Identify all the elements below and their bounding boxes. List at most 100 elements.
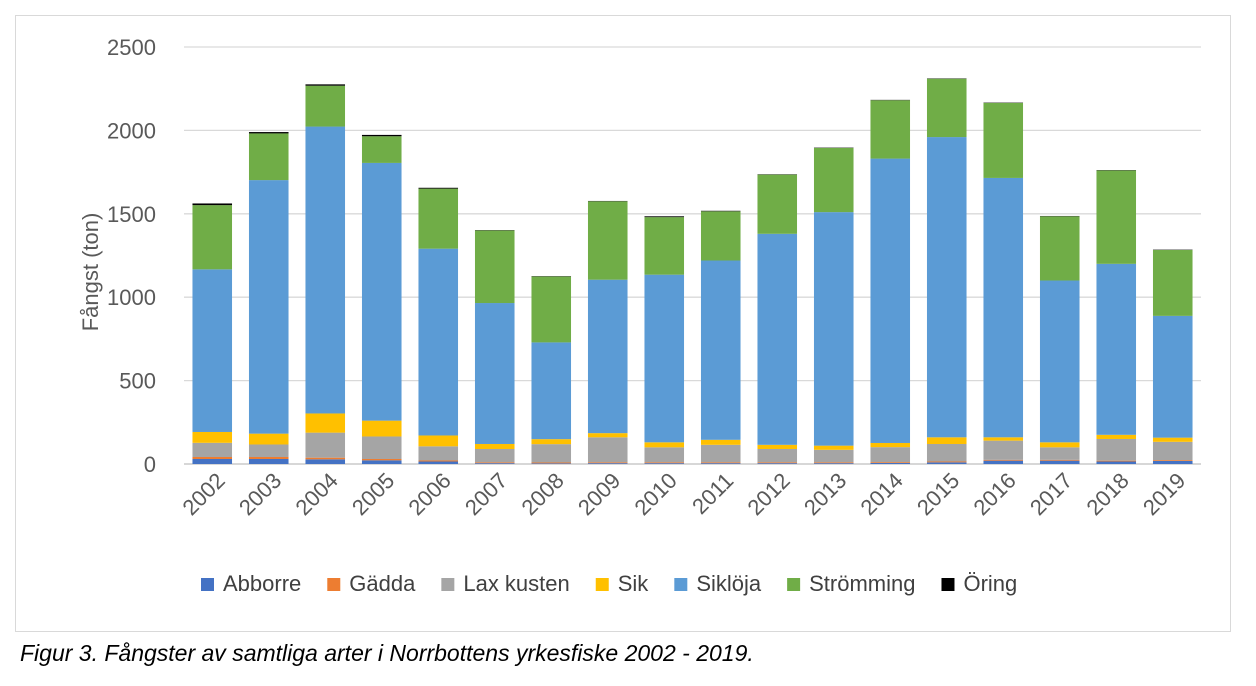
bar-segment [644, 274, 685, 443]
bar-segment [192, 205, 233, 270]
y-tick-label: 2500 [107, 35, 156, 60]
bar-segment [474, 443, 515, 449]
bar-segment [757, 233, 798, 445]
y-tick-label: 0 [144, 452, 156, 477]
x-tick-label: 2011 [687, 468, 738, 519]
x-tick-labels: 2002 2003 2004 2005 2006 2007 2008 2009 2010 2011… [177, 468, 1190, 520]
x-tick-label: 2008 [516, 468, 568, 520]
bar-segment [1039, 216, 1080, 281]
bar-segment [531, 444, 572, 463]
legend-item: Lax kusten [441, 571, 570, 596]
bar-segment [587, 201, 628, 280]
x-tick-label: 2018 [1081, 468, 1133, 520]
bar-segment [192, 269, 233, 432]
bar-segment [531, 463, 572, 464]
bar-segment [1096, 460, 1137, 462]
legend-swatch [674, 578, 688, 591]
bar-segment [361, 460, 402, 464]
bar-stack-2010 [644, 216, 685, 464]
bar-stack-2004 [305, 84, 346, 464]
bar-stack-2016 [983, 102, 1024, 464]
legend-swatch [441, 578, 455, 591]
bar-segment [870, 462, 911, 463]
y-tick-label: 2000 [107, 118, 156, 143]
y-tick-label: 1500 [107, 202, 156, 227]
x-tick-label: 2004 [290, 468, 342, 520]
bar-segment [361, 458, 402, 461]
bar-segment [418, 188, 459, 249]
bar-segment [757, 174, 798, 234]
bar-stack-2013 [813, 147, 854, 464]
bar-segment [305, 459, 346, 464]
bar-segment [531, 276, 572, 343]
legend-label: Siklöja [696, 571, 762, 596]
bar-segment [926, 137, 967, 438]
bar-segment [1039, 447, 1080, 460]
x-tick-label: 2013 [799, 468, 851, 520]
bar-segment [1039, 460, 1080, 464]
bar-segment [926, 78, 967, 138]
legend-item: Strömming [787, 571, 915, 596]
bar-segment [700, 462, 741, 464]
bar-segment [192, 456, 233, 459]
bar-segment [813, 212, 854, 446]
bar-segment [644, 442, 685, 448]
bar-segment [1039, 442, 1080, 448]
bar-segment [926, 461, 967, 463]
bar-segment [813, 147, 854, 213]
bar-segment [361, 420, 402, 437]
bar-segment [700, 211, 741, 261]
bar-segment [700, 463, 741, 464]
bar-segment [1152, 437, 1193, 442]
bar-segment [248, 180, 289, 434]
bar-segment [305, 84, 346, 86]
bar-segment [926, 437, 967, 444]
bar-segment [700, 439, 741, 445]
figure-caption: Figur 3. Fångster av samtliga arter i No… [20, 640, 754, 666]
x-tick-label: 2006 [403, 468, 455, 520]
bar-segment [983, 177, 1024, 438]
bar-segment [813, 463, 854, 464]
legend-swatch [595, 578, 609, 591]
bar-segment [587, 463, 628, 464]
x-tick-label: 2012 [742, 468, 794, 520]
bar-segment [644, 216, 685, 218]
bar-segment [983, 440, 1024, 460]
bar-segment [983, 460, 1024, 464]
bar-stack-2015 [926, 78, 967, 464]
x-tick-label: 2016 [968, 468, 1020, 520]
bar-segment [248, 433, 289, 445]
bar-segment [983, 459, 1024, 461]
bar-stack-2005 [361, 134, 402, 464]
bars [192, 78, 1193, 464]
x-tick-label: 2007 [460, 468, 512, 520]
y-tick-labels: 0 500 1000 1500 2000 2500 [107, 35, 156, 477]
bar-segment [248, 132, 289, 134]
legend-label: Strömming [809, 571, 915, 596]
bar-segment [644, 463, 685, 464]
bar-segment [1152, 441, 1193, 461]
chart-frame: 0 500 1000 1500 2000 2500 2002 2003 2004 2005 200… [15, 15, 1231, 632]
bar-segment [248, 444, 289, 457]
bar-segment [757, 444, 798, 449]
bar-segment [1152, 460, 1193, 461]
bar-segment [474, 448, 515, 463]
bar-segment [644, 447, 685, 463]
bar-segment [1039, 280, 1080, 443]
bar-segment [418, 446, 459, 461]
bar-stack-2017 [1039, 215, 1080, 464]
bar-segment [474, 463, 515, 464]
x-tick-label: 2009 [573, 468, 625, 520]
bar-stack-2019 [1152, 249, 1193, 464]
x-tick-label: 2019 [1138, 468, 1190, 520]
bar-segment [192, 431, 233, 443]
bar-stack-2009 [587, 200, 628, 464]
legend-item: Siklöja [674, 571, 762, 596]
bar-segment [305, 457, 346, 460]
legend-label: Öring [963, 571, 1017, 596]
bar-segment [248, 133, 289, 181]
bar-segment [644, 217, 685, 275]
bar-stack-2018 [1096, 170, 1137, 464]
bar-stack-2003 [248, 132, 289, 464]
legend-label: Sik [618, 571, 650, 596]
